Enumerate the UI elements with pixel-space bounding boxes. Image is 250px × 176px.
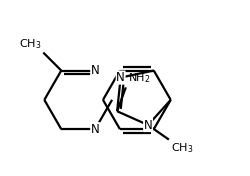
- Text: N: N: [91, 64, 100, 77]
- Text: CH$_3$: CH$_3$: [19, 37, 42, 51]
- Text: NH$_2$: NH$_2$: [128, 71, 150, 85]
- Text: CH$_3$: CH$_3$: [170, 141, 193, 155]
- Text: N: N: [91, 123, 100, 136]
- Text: N: N: [116, 71, 125, 84]
- Text: N: N: [144, 118, 152, 131]
